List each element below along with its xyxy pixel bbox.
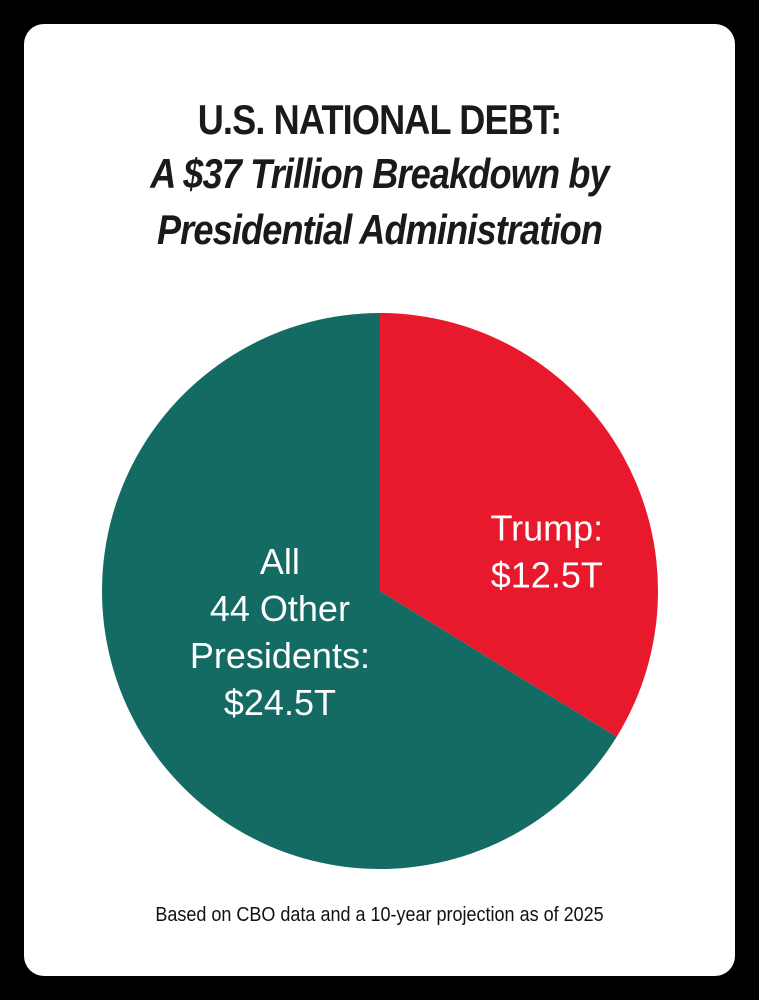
infographic-card: U.S. NATIONAL DEBT: A $37 Trillion Break… bbox=[24, 24, 735, 976]
pie-label-line: $24.5T bbox=[224, 682, 336, 723]
pie-label-line: Presidents: bbox=[190, 635, 370, 676]
chart-subtitle-line-1: A $37 Trillion Breakdown by bbox=[150, 150, 609, 197]
pie-slices bbox=[101, 313, 658, 870]
footnote: Based on CBO data and a 10-year projecti… bbox=[155, 904, 604, 926]
pie-label-line: Trump: bbox=[490, 508, 603, 549]
title-block: U.S. NATIONAL DEBT: A $37 Trillion Break… bbox=[24, 94, 735, 258]
pie-label-line: 44 Other bbox=[210, 588, 350, 629]
pie-slice-trump bbox=[380, 313, 658, 737]
chart-title: U.S. NATIONAL DEBT: bbox=[197, 96, 562, 143]
pie-chart: Trump: $12.5T All 44 Other Presidents: $24.5T bbox=[101, 313, 658, 870]
chart-subtitle-line-2: Presidential Administration bbox=[156, 206, 603, 253]
pie-labels: Trump: $12.5T All 44 Other Presidents: $24.5T bbox=[190, 508, 603, 724]
pie-label-trump: Trump: $12.5T bbox=[490, 508, 603, 596]
pie-slice-all-44-other-presidents bbox=[101, 313, 617, 870]
pie-label-line: All bbox=[260, 541, 300, 582]
pie-label-line: $12.5T bbox=[491, 555, 603, 596]
pie-label-all-44-other-presidents: All 44 Other Presidents: $24.5T bbox=[190, 541, 370, 723]
